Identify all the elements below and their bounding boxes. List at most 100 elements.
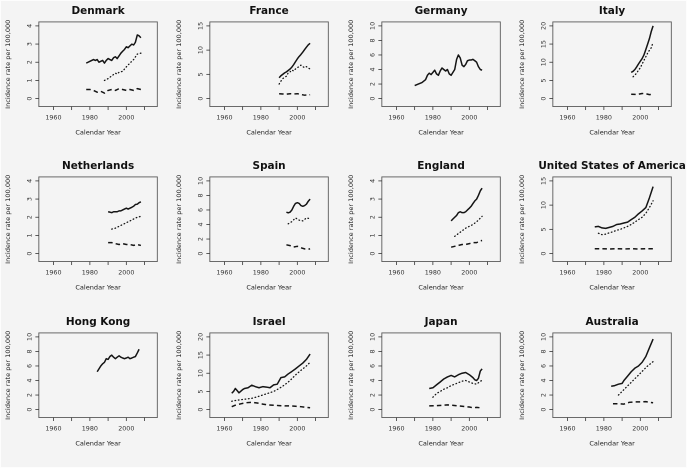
y-tick-label: 0 [368,97,376,101]
series-line-solid [630,25,654,74]
y-tick-label: 10 [368,22,376,30]
x-axis-label: Calendar Year [247,439,293,447]
x-axis-label: Calendar Year [418,284,464,292]
y-tick-label: 6 [539,364,547,368]
plot-area-border [380,176,501,263]
y-tick-label: 2 [539,393,547,397]
y-tick-label: 10 [25,333,33,341]
y-tick-label: 10 [539,333,547,341]
y-tick-label: 4 [539,378,547,382]
x-tick-label: 2000 [118,269,134,277]
y-tick-label: 6 [368,364,376,368]
series-line-dashed [428,403,482,409]
y-tick-label: 4 [25,378,33,382]
x-tick-label: 1980 [596,113,612,121]
x-tick-label: 2000 [289,269,305,277]
x-tick-label: 1960 [217,269,233,277]
series-line-dotted [103,52,142,82]
plot-area-border [38,176,158,263]
panel-plot-svg: Italy 0 5 10 15 20 1960 1980 2000 Calendar Year In… [518,5,672,136]
panel-plot-svg: England 0 1 2 3 4 1960 1980 2000 Calendar Year Inc… [346,160,501,292]
series-line-dotted [231,361,311,402]
series-line-dotted [617,360,654,396]
series-line-dashed [450,240,482,249]
y-tick-label: 0 [197,252,205,256]
x-axis-label: Calendar Year [418,439,464,447]
y-axis-label: Incidence rate per 100,000 [346,330,354,419]
x-axis-label: Calendar Year [589,128,635,136]
x-tick-label: 1960 [388,113,404,121]
chart-panel-japan: Japan 0 2 4 6 8 10 1960 1980 2000 Calendar Year Inc… [344,312,515,467]
y-tick-label: 1 [368,234,376,238]
chart-panel-usa: United States of America 0 5 10 15 1960 1980 20… [515,156,686,311]
x-tick-label: 1960 [559,424,575,432]
panel-title: Spain [253,160,286,172]
series-line-solid [96,348,140,372]
panel-title: United States of America [538,160,685,172]
y-tick-label: 10 [539,201,547,209]
plot-area-border [552,21,672,107]
x-tick-label: 2000 [632,269,648,277]
chart-panel-netherlands: Netherlands 0 1 2 3 4 1960 1980 2000 Calendar Yea… [1,156,172,311]
panel-plot-svg: Japan 0 2 4 6 8 10 1960 1980 2000 Calendar Year Inc… [346,316,501,447]
y-tick-label: 0 [25,97,33,101]
panel-plot-svg: Spain 0 2 4 6 8 10 1960 1980 2000 Calendar Year Inc… [175,160,330,292]
y-tick-label: 2 [25,393,33,397]
y-tick-label: 6 [25,364,33,368]
x-tick-label: 2000 [632,424,648,432]
y-axis-label: Incidence rate per 100,000 [518,175,526,264]
y-tick-label: 5 [539,78,547,82]
y-tick-label: 2 [25,60,33,64]
y-axis-label: Incidence rate per 100,000 [518,330,526,419]
panel-title: Israel [253,316,286,328]
y-tick-label: 20 [539,22,547,30]
plot-area-border [209,176,330,263]
panel-plot-svg: Israel 0 5 10 15 20 1960 1980 2000 Calendar Year I… [175,316,330,447]
panel-plot-svg: United States of America 0 5 10 15 1960 1980 20… [518,160,686,291]
y-tick-label: 2 [197,237,205,241]
x-axis-label: Calendar Year [247,128,293,136]
series-line-solid [107,201,142,214]
y-tick-label: 8 [368,38,376,42]
x-tick-label: 2000 [461,113,477,121]
y-tick-label: 10 [539,58,547,66]
y-tick-label: 0 [25,252,33,256]
chart-panel-italy: Italy 0 5 10 15 20 1960 1980 2000 Calendar Year In… [515,1,686,156]
x-tick-label: 2000 [289,113,305,121]
series-line-dashed [286,244,311,251]
y-axis-label: Incidence rate per 100,000 [175,175,183,264]
x-tick-label: 1960 [559,113,575,121]
series-line-dotted [278,64,311,85]
plot-area-border [552,332,672,418]
y-tick-label: 10 [197,369,205,377]
y-tick-label: 4 [25,24,33,28]
plot-area-border [209,21,330,107]
y-axis-label: Incidence rate per 100,000 [518,20,526,109]
plot-area-border [38,332,158,418]
x-axis-label: Calendar Year [589,439,635,447]
y-tick-label: 15 [197,22,205,30]
y-tick-label: 3 [25,197,33,201]
y-axis-label: Incidence rate per 100,000 [346,20,354,109]
y-tick-label: 3 [25,42,33,46]
y-tick-label: 20 [197,333,205,341]
panel-title: Hong Kong [66,316,130,328]
x-tick-label: 1980 [82,113,98,121]
x-tick-label: 1980 [424,113,440,121]
panel-title: Japan [423,316,457,328]
x-tick-label: 2000 [289,424,305,432]
x-tick-label: 1960 [388,269,404,277]
series-line-dotted [287,217,311,225]
series-line-dotted [632,41,654,78]
y-tick-label: 2 [25,216,33,220]
x-axis-label: Calendar Year [75,128,121,136]
panel-title: Netherlands [62,160,134,172]
y-tick-label: 15 [539,40,547,48]
y-tick-label: 8 [25,349,33,353]
chart-panel-denmark: Denmark 0 1 2 3 4 1960 1980 2000 Calendar Year Inc… [1,1,172,156]
x-tick-label: 1980 [253,269,269,277]
panel-title: Italy [599,5,625,17]
x-tick-label: 2000 [461,424,477,432]
y-tick-label: 4 [368,378,376,382]
